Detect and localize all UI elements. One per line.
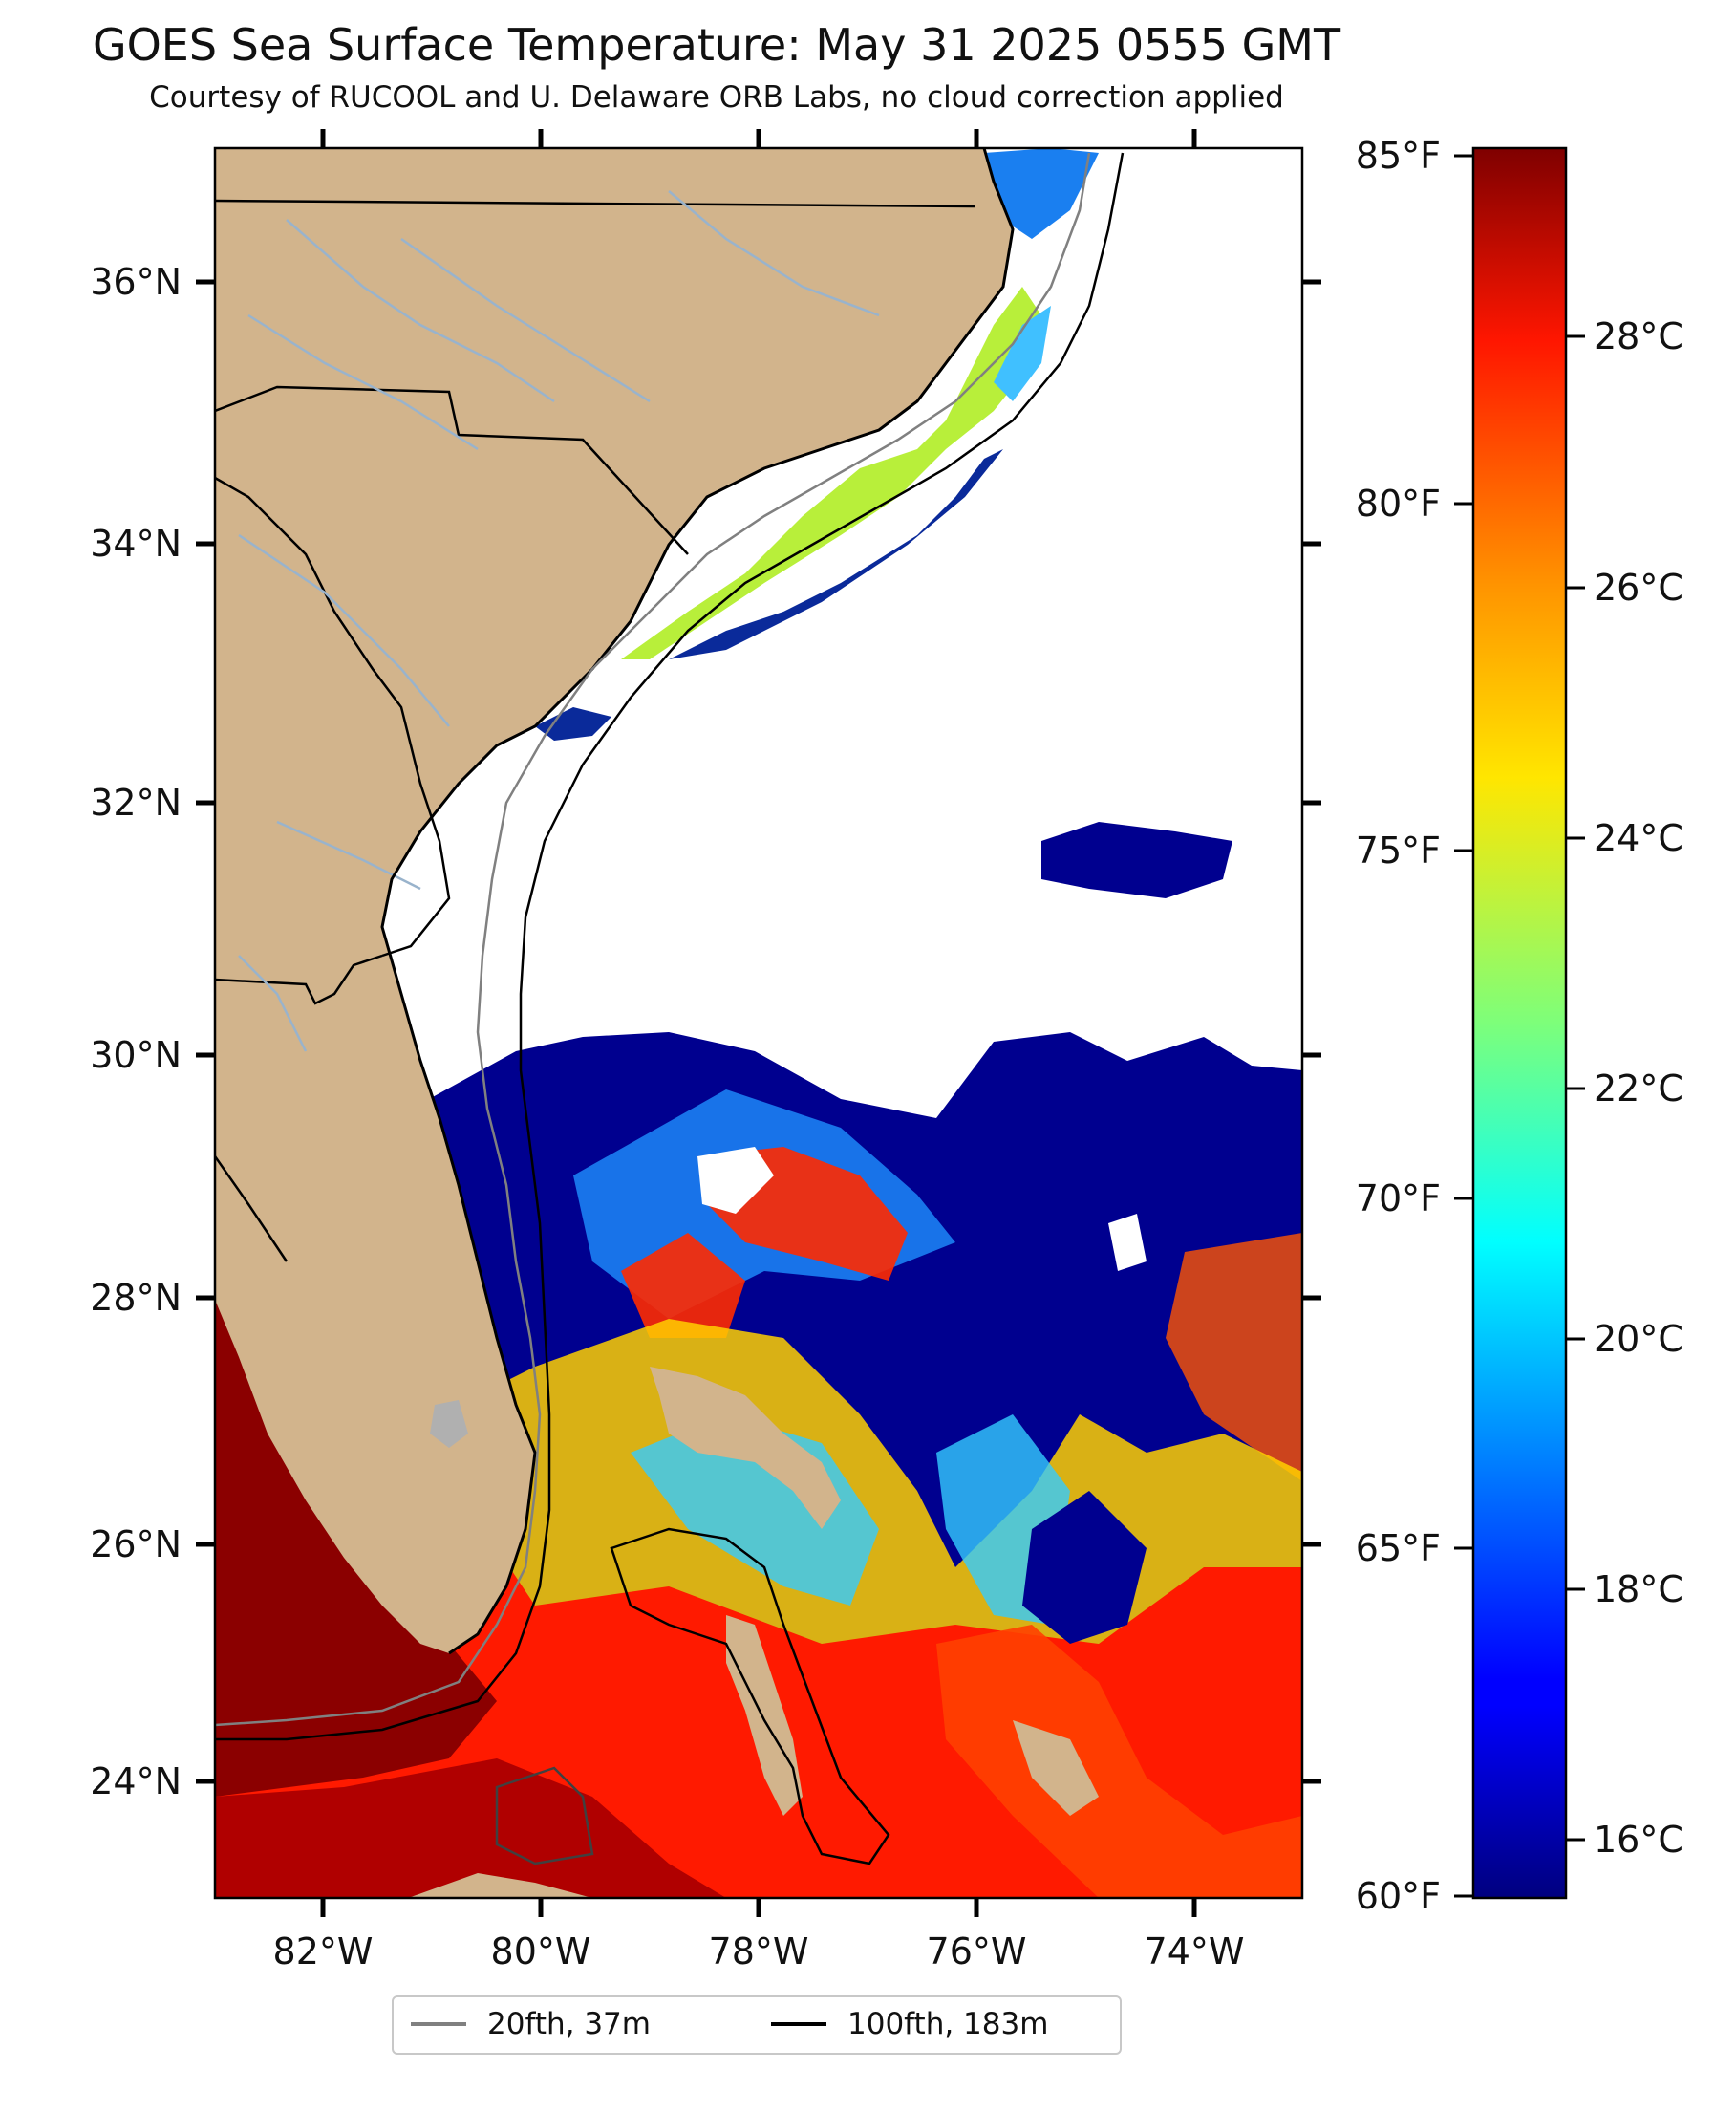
- fahrenheit-tick-label: 60°F: [1356, 1875, 1441, 1917]
- lon-tick-label: 74°W: [1145, 1930, 1245, 1973]
- fahrenheit-tick-label: 75°F: [1356, 830, 1441, 872]
- rivers: [238, 190, 880, 1052]
- legend-item: 20fth, 37m: [411, 2007, 651, 2041]
- depth-contours: [215, 152, 1125, 1865]
- lon-tick-label: 82°W: [273, 1930, 374, 1973]
- lat-tick-label: 24°N: [90, 1760, 182, 1802]
- lat-tick-label: 34°N: [90, 523, 182, 565]
- lat-tick-label: 32°N: [90, 782, 182, 824]
- fahrenheit-tick-label: 85°F: [1356, 135, 1441, 177]
- map-subtitle: Courtesy of RUCOOL and U. Delaware ORB L…: [149, 80, 1284, 115]
- celsius-tick-label: 28°C: [1594, 315, 1683, 357]
- state-borders: [215, 199, 975, 1262]
- colorbar: 85°F 80°F 75°F 70°F 65°F 60°F 28°C 26°C …: [1356, 135, 1683, 1917]
- celsius-tick-label: 22°C: [1594, 1067, 1683, 1110]
- fahrenheit-tick-label: 65°F: [1356, 1527, 1441, 1569]
- lat-tick-label: 28°N: [90, 1277, 182, 1319]
- lat-tick-label: 26°N: [90, 1523, 182, 1565]
- land-mass: [215, 148, 1099, 1898]
- latitude-axis: 36°N 34°N 32°N 30°N 28°N 26°N 24°N: [90, 261, 1321, 1802]
- coastline: [380, 148, 1015, 1655]
- celsius-tick-label: 16°C: [1594, 1819, 1683, 1861]
- legend-line-20fth: [411, 2022, 466, 2026]
- lon-tick-label: 78°W: [709, 1930, 809, 1973]
- lon-tick-label: 80°W: [491, 1930, 591, 1973]
- longitude-axis: 82°W 80°W 78°W 76°W 74°W: [273, 129, 1245, 1973]
- map-plot-area: [215, 148, 1302, 1898]
- celsius-tick-label: 18°C: [1594, 1568, 1683, 1610]
- celsius-tick-label: 24°C: [1594, 817, 1683, 859]
- legend-item: 100fth, 183m: [771, 2007, 1048, 2041]
- legend-label: 100fth, 183m: [847, 2007, 1049, 2041]
- celsius-tick-label: 26°C: [1594, 567, 1683, 609]
- legend-line-100fth: [771, 2022, 826, 2026]
- lon-tick-label: 76°W: [927, 1930, 1027, 1973]
- lat-tick-label: 36°N: [90, 261, 182, 303]
- legend-label: 20fth, 37m: [487, 2007, 651, 2041]
- fahrenheit-tick-label: 80°F: [1356, 483, 1441, 525]
- lat-tick-label: 30°N: [90, 1034, 182, 1076]
- map-title: GOES Sea Surface Temperature: May 31 202…: [92, 19, 1341, 71]
- colorbar-gradient: [1471, 146, 1568, 1900]
- celsius-tick-label: 20°C: [1594, 1318, 1683, 1360]
- fahrenheit-tick-label: 70°F: [1356, 1177, 1441, 1219]
- depth-legend: 20fth, 37m 100fth, 183m: [392, 1995, 1122, 2055]
